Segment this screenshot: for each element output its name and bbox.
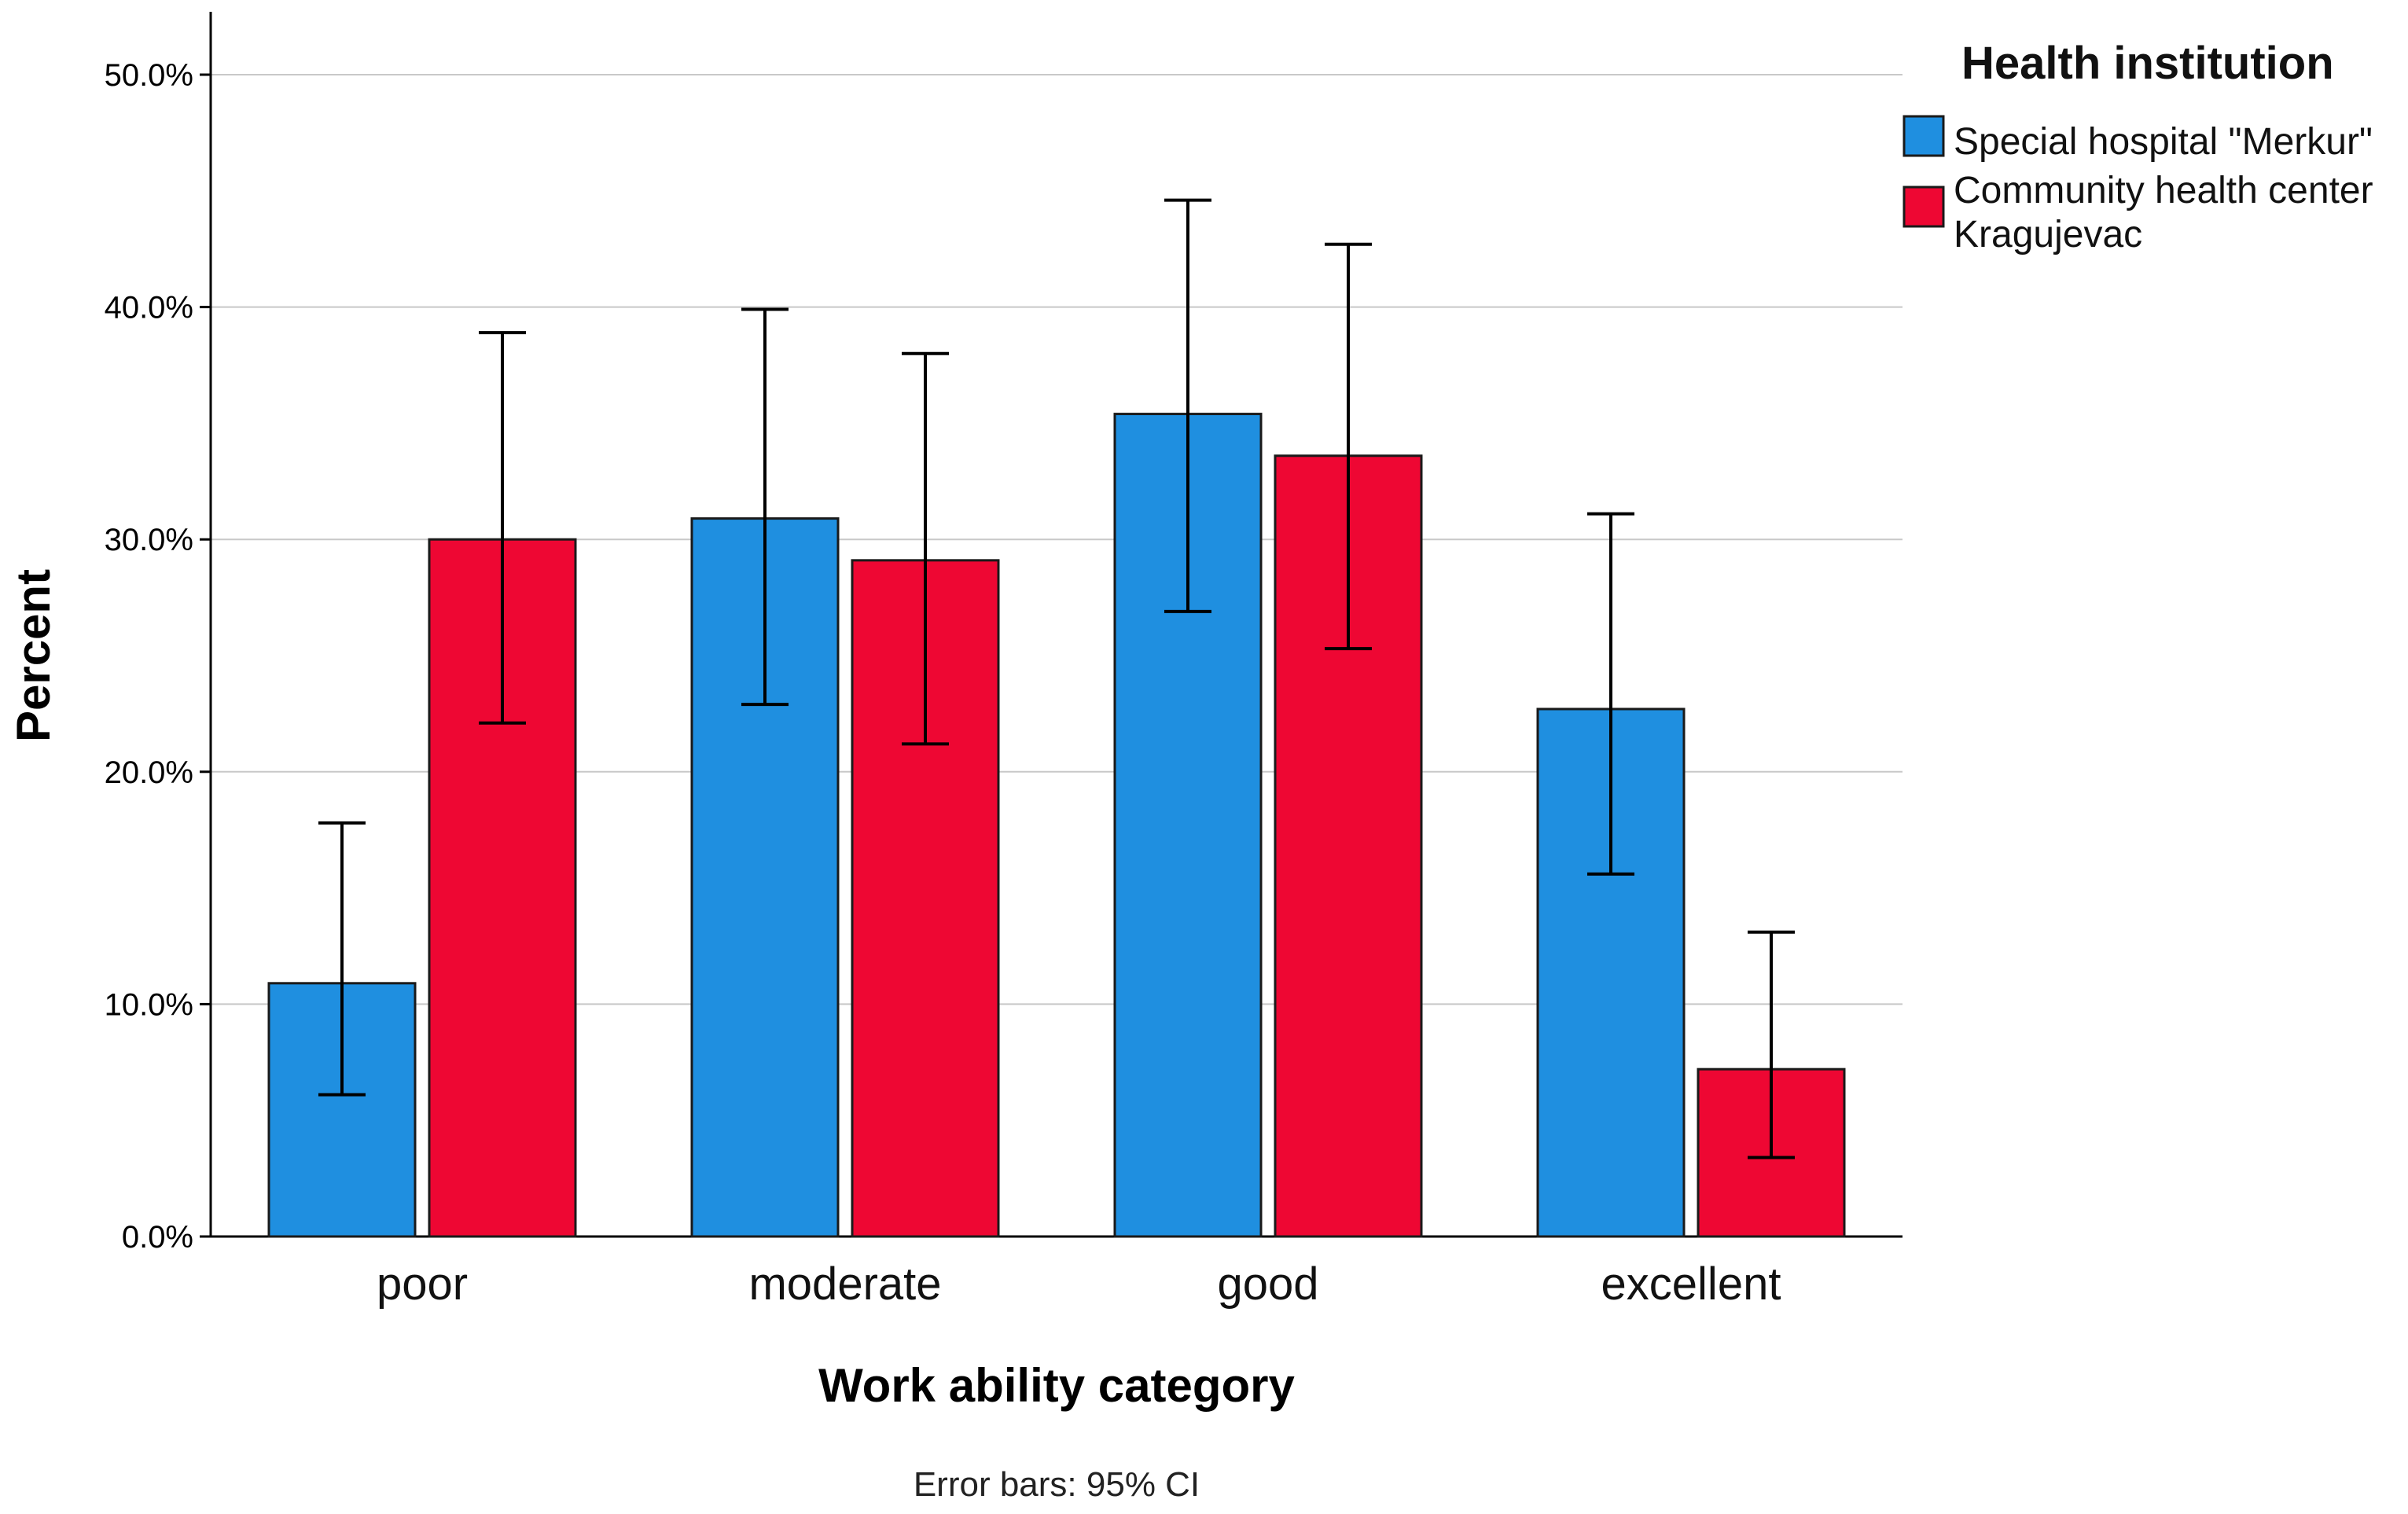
legend-label: Community health center Kragujevac <box>1954 170 2373 255</box>
y-tick-label: 0.0% <box>122 1220 193 1255</box>
legend-swatch <box>1903 186 1945 228</box>
x-tick-label: poor <box>377 1259 468 1310</box>
y-tick-label: 50.0% <box>105 58 193 93</box>
footnote: Error bars: 95% CI <box>914 1465 1200 1504</box>
x-tick-label: moderate <box>748 1259 941 1310</box>
y-tick-label: 40.0% <box>105 291 193 325</box>
legend-swatch <box>1903 115 1945 157</box>
x-tick-label: excellent <box>1601 1259 1781 1310</box>
x-axis-title: Work ability category <box>818 1359 1295 1412</box>
legend-label: Special hospital "Merkur" <box>1954 121 2373 163</box>
x-tick-label: good <box>1217 1259 1318 1310</box>
y-axis-title: Percent <box>7 569 60 742</box>
y-tick-label: 30.0% <box>105 523 193 557</box>
legend-title: Health institution <box>1961 38 2334 89</box>
y-tick-label: 10.0% <box>105 987 193 1022</box>
y-tick-label: 20.0% <box>105 755 193 790</box>
